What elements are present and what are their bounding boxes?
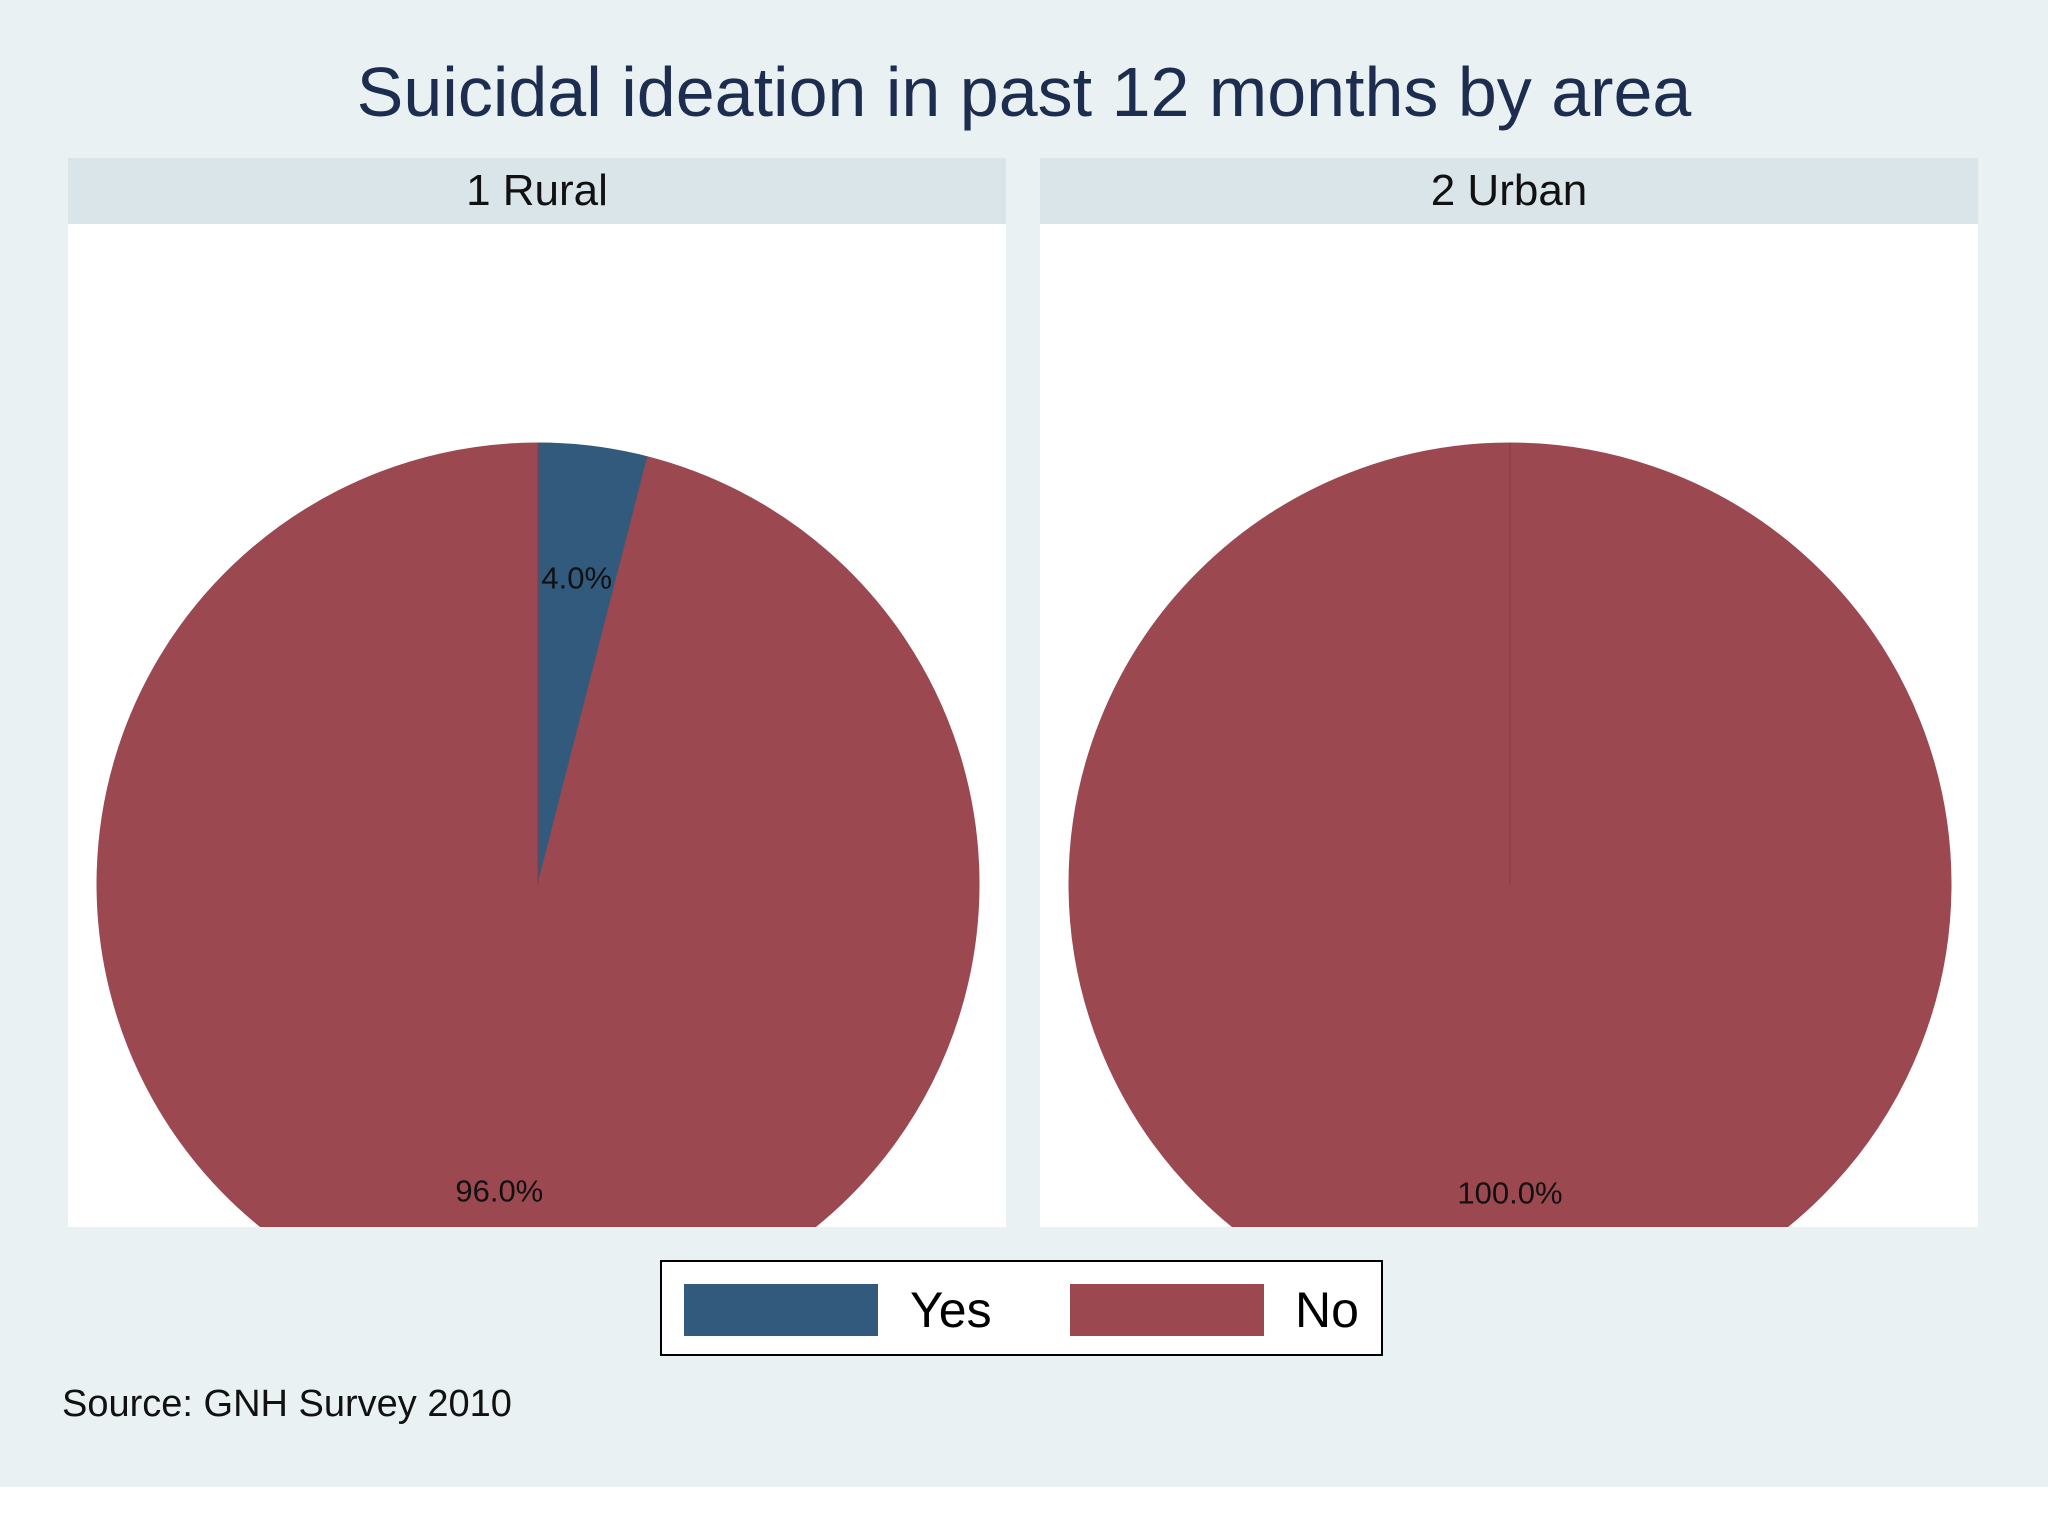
- panel-title-rural: 1 Rural: [68, 158, 1006, 224]
- legend-label-yes: Yes: [910, 1282, 992, 1338]
- chart-title: Suicidal ideation in past 12 months by a…: [356, 53, 1692, 131]
- slice-label-rural-no: 96.0%: [455, 1173, 543, 1208]
- source-note: Source: GNH Survey 2010: [62, 1383, 512, 1425]
- slice-label-urban-no: 100.0%: [1457, 1176, 1562, 1211]
- panel-urban: 2 Urban 100.0%: [1040, 158, 1978, 1227]
- chart-figure: Suicidal ideation in past 12 months by a…: [0, 0, 2048, 1487]
- slice-label-rural-yes: 4.0%: [541, 561, 612, 596]
- pie-chart-urban: 100.0%: [1068, 442, 1952, 1227]
- pie-chart-rural: 4.0% 96.0%: [96, 442, 980, 1227]
- legend-label-no: No: [1295, 1282, 1359, 1338]
- legend-swatch-no: [1070, 1284, 1264, 1336]
- legend-swatch-yes: [684, 1284, 878, 1336]
- panel-rural: 1 Rural 4.0% 96.0%: [68, 158, 1006, 1227]
- chart-legend: Yes No: [660, 1260, 1383, 1356]
- panel-title-urban: 2 Urban: [1040, 158, 1978, 224]
